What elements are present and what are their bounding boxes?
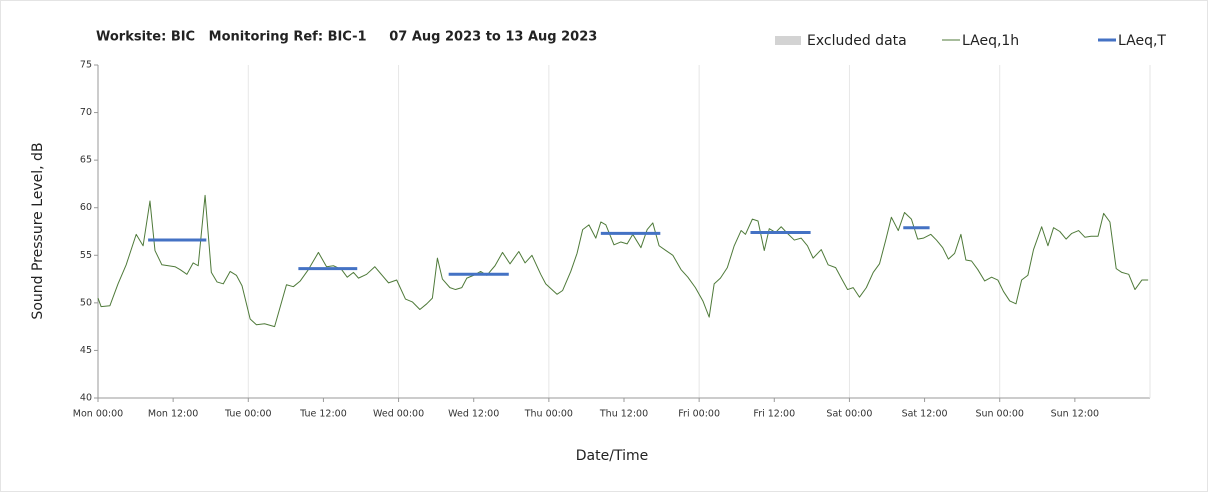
y-tick-label: 75: [80, 60, 92, 71]
y-tick-label: 40: [80, 393, 92, 404]
y-tick-label: 60: [80, 202, 92, 213]
y-tick-label: 50: [80, 297, 92, 308]
x-tick-label: Fri 12:00: [753, 409, 795, 420]
x-tick-label: Sat 12:00: [902, 409, 948, 420]
x-tick-label: Fri 00:00: [678, 409, 720, 420]
x-tick-label: Mon 00:00: [73, 409, 123, 420]
legend-swatch: [775, 36, 801, 45]
period-line: [148, 226, 930, 276]
legend-label: LAeq,T: [1118, 33, 1166, 49]
x-tick-label: Tue 00:00: [224, 409, 272, 420]
x-tick-label: Sat 00:00: [826, 409, 872, 420]
y-tick-label: 70: [80, 107, 92, 118]
x-tick-label: Thu 00:00: [524, 409, 573, 420]
x-tick-label: Tue 12:00: [299, 409, 347, 420]
x-tick-label: Thu 12:00: [599, 409, 648, 420]
y-tick-label: 65: [80, 155, 92, 166]
y-tick-label: 45: [80, 345, 92, 356]
x-tick-label: Wed 12:00: [448, 409, 499, 420]
x-tick-label: Sun 12:00: [1051, 409, 1099, 420]
data-line: [97, 194, 1149, 328]
y-tick-label: 55: [80, 250, 92, 261]
legend-label: Excluded data: [807, 33, 907, 49]
x-tick-label: Mon 12:00: [148, 409, 198, 420]
x-axis-label: Date/Time: [576, 448, 648, 464]
x-tick-label: Wed 00:00: [373, 409, 424, 420]
y-axis-label: Sound Pressure Level, dB: [30, 142, 46, 319]
legend-label: LAeq,1h: [962, 33, 1019, 49]
chart-title: Worksite: BIC Monitoring Ref: BIC-1 07 A…: [96, 30, 597, 45]
x-tick-label: Sun 00:00: [975, 409, 1023, 420]
